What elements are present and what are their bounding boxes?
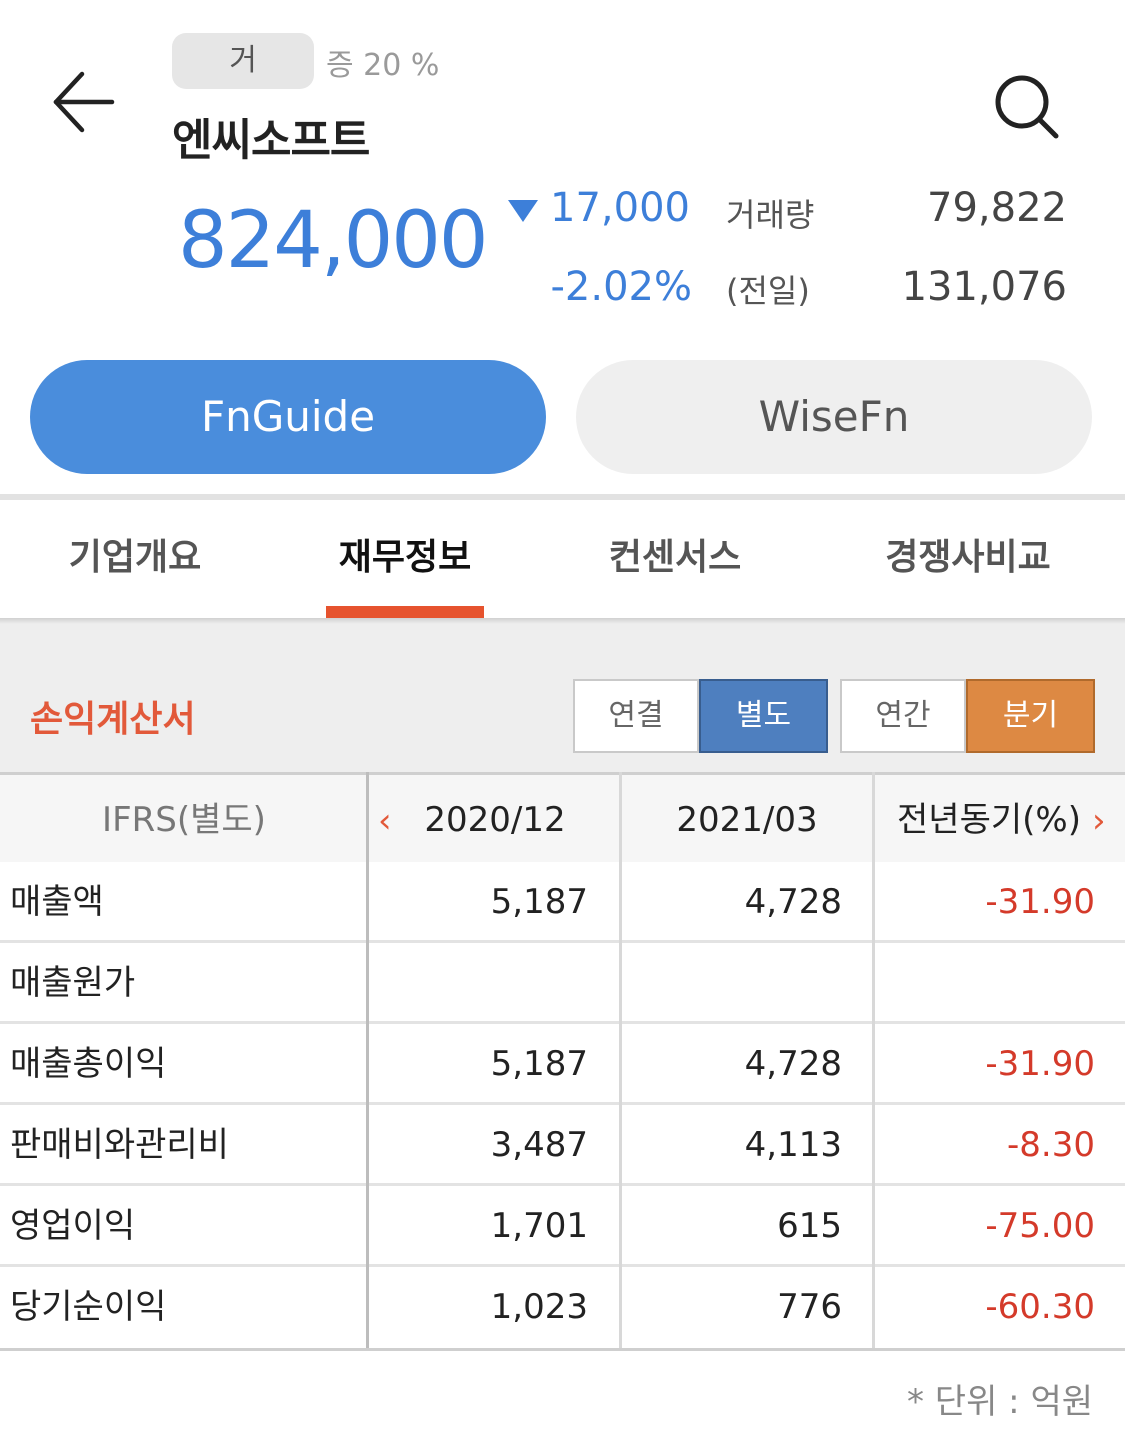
cell-value: 1,701 (490, 1206, 588, 1246)
cell-yoy: -8.30 (1007, 1125, 1095, 1165)
previous-day-label: (전일) (726, 272, 810, 310)
fnguide-button[interactable]: FnGuide (30, 360, 546, 474)
period-quarterly-button[interactable]: 분기 (966, 679, 1095, 753)
header-period-2: 2021/03 (676, 800, 818, 840)
cell-value: 4,113 (744, 1125, 842, 1165)
cell-value: 5,187 (490, 882, 588, 922)
price-change-percent: -2.02% (550, 264, 692, 310)
tab-financial-info[interactable]: 재무정보 (338, 537, 472, 578)
table-row: 영업이익 1,701 615 -75.00 (0, 1186, 1125, 1267)
column-divider (366, 772, 369, 1348)
cell-yoy (876, 943, 1095, 1021)
cell-value: 5,187 (490, 1044, 588, 1084)
row-label: 매출액 (10, 882, 104, 922)
cell-value: 776 (777, 1287, 842, 1327)
price-change: 17,000 (550, 185, 690, 231)
row-label: 매출총이익 (10, 1044, 167, 1084)
table-bottom-border (0, 1348, 1125, 1351)
cell-yoy: -60.30 (985, 1287, 1095, 1327)
tab-consensus[interactable]: 컨센서스 (608, 537, 742, 578)
period-annual-button[interactable]: 연간 (840, 679, 966, 753)
column-divider (872, 772, 875, 1348)
row-label: 당기순이익 (10, 1287, 167, 1327)
header-ifrs-label: IFRS(별도) (102, 800, 266, 840)
scope-consolidated-button[interactable]: 연결 (573, 679, 699, 753)
header-yoy: 전년동기(%) (897, 800, 1081, 840)
divider (0, 494, 1125, 500)
volume-value: 79,822 (927, 185, 1067, 231)
search-icon (995, 75, 1059, 139)
chevron-left-icon[interactable]: ‹ (378, 801, 392, 841)
row-label: 영업이익 (10, 1206, 136, 1246)
cell-value: 1,023 (490, 1287, 588, 1327)
row-label: 매출원가 (10, 963, 136, 1003)
volume-label: 거래량 (726, 196, 815, 234)
cell-value: 4,728 (744, 882, 842, 922)
table-row: 판매비와관리비 3,487 4,113 -8.30 (0, 1105, 1125, 1186)
table-header: IFRS(별도) ‹ 2020/12 2021/03 전년동기(%) › (0, 772, 1125, 862)
current-price: 824,000 (178, 196, 489, 286)
section-title: 손익계산서 (30, 699, 196, 740)
scope-separate-button[interactable]: 별도 (699, 679, 828, 753)
chevron-right-icon[interactable]: › (1092, 801, 1106, 841)
cell-value (622, 943, 842, 1021)
wisefn-button[interactable]: WiseFn (576, 360, 1092, 474)
active-tab-indicator (326, 606, 484, 618)
market-badge: 거 (172, 33, 314, 89)
cell-yoy: -31.90 (985, 1044, 1095, 1084)
cell-yoy: -75.00 (985, 1206, 1095, 1246)
tab-company-overview[interactable]: 기업개요 (68, 537, 202, 578)
stock-header: 거 증 20 % 엔씨소프트 824,000 17,000 -2.02% 거래량… (0, 0, 1125, 330)
unit-note: * 단위 : 억원 (907, 1382, 1093, 1422)
column-divider (619, 772, 622, 1348)
table-row: 당기순이익 1,023 776 -60.30 (0, 1267, 1125, 1348)
header-period-1: 2020/12 (424, 800, 566, 840)
back-button[interactable] (50, 62, 120, 142)
table-row: 매출액 5,187 4,728 -31.90 (0, 862, 1125, 943)
tab-bar: 기업개요 재무정보 컨센서스 경쟁사비교 (0, 500, 1125, 618)
stock-name: 엔씨소프트 (172, 115, 370, 166)
cell-value: 615 (777, 1206, 842, 1246)
row-label: 판매비와관리비 (10, 1125, 229, 1165)
cell-value: 4,728 (744, 1044, 842, 1084)
table-row: 매출원가 (0, 943, 1125, 1024)
down-triangle-icon (508, 200, 538, 222)
margin-rate-label: 증 20 % (326, 48, 440, 83)
arrow-left-icon (53, 71, 115, 133)
section-shadow (0, 618, 1125, 624)
search-button[interactable] (990, 70, 1062, 142)
previous-day-volume: 131,076 (901, 264, 1067, 310)
cell-yoy: -31.90 (985, 882, 1095, 922)
cell-value: 3,487 (490, 1125, 588, 1165)
tab-peer-comparison[interactable]: 경쟁사비교 (885, 537, 1051, 578)
cell-value (370, 943, 588, 1021)
table-row: 매출총이익 5,187 4,728 -31.90 (0, 1024, 1125, 1105)
